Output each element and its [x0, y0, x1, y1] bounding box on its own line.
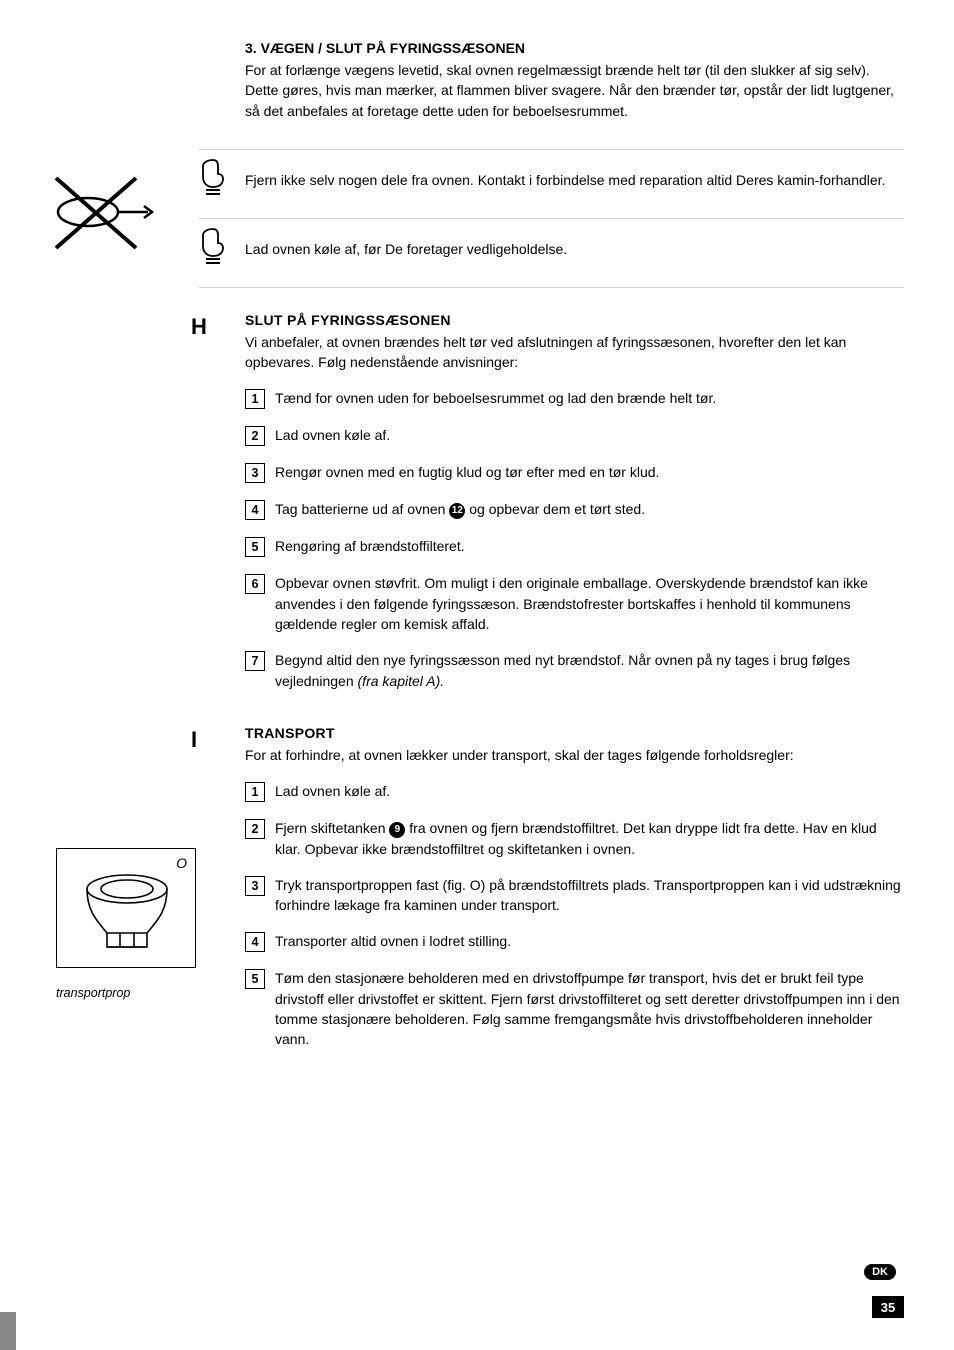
step-number: 2 — [245, 426, 265, 446]
section-letter-i: I — [191, 725, 245, 1066]
i-step-4: Transporter altid ovnen i lodret stillin… — [275, 931, 511, 952]
pointing-hand-icon — [199, 157, 227, 202]
no-disassemble-icon — [50, 168, 160, 263]
h-step-1: Tænd for ovnen uden for beboelsesrummet … — [275, 388, 716, 409]
transport-figure: O transportprop — [56, 848, 196, 1000]
step-number: 4 — [245, 500, 265, 520]
step-number: 6 — [245, 574, 265, 594]
step-number: 1 — [245, 389, 265, 409]
h4-post: og opbevar dem et tørt sted. — [465, 501, 645, 517]
divider — [199, 287, 904, 288]
i-step-2: Fjern skiftetanken 9 fra ovnen og fjern … — [275, 818, 904, 859]
i-step-5: Tøm den stasjonære beholderen med en dri… — [275, 968, 904, 1049]
i-step-1: Lad ovnen køle af. — [275, 781, 390, 802]
language-badge: DK — [864, 1264, 896, 1280]
binding-bar — [0, 1312, 16, 1350]
h7-ital: (fra kapitel A). — [358, 673, 445, 689]
step-number: 4 — [245, 932, 265, 952]
note-text-1: Fjern ikke selv nogen dele fra ovnen. Ko… — [245, 170, 885, 190]
page-number: 35 — [872, 1296, 904, 1318]
sectionH-intro: Vi anbefaler, at ovnen brændes helt tør … — [245, 332, 904, 373]
i-step-3: Tryk transportproppen fast (fig. O) på b… — [275, 875, 904, 916]
figure-caption: transportprop — [56, 986, 196, 1000]
h-step-4: Tag batterierne ud af ovnen 12 og opbeva… — [275, 499, 645, 520]
h-step-2: Lad ovnen køle af. — [275, 425, 390, 446]
step-number: 5 — [245, 537, 265, 557]
h-step-5: Rengøring af brændstoffilteret. — [275, 536, 465, 557]
i2-pre: Fjern skiftetanken — [275, 820, 389, 836]
section-letter-h: H — [191, 312, 245, 707]
h4-pre: Tag batterierne ud af ovnen — [275, 501, 449, 517]
step-number: 7 — [245, 651, 265, 671]
sectionI-title: TRANSPORT — [245, 725, 904, 741]
step-number: 5 — [245, 969, 265, 989]
sectionI-intro: For at forhindre, at ovnen lækker under … — [245, 745, 904, 765]
h-step-3: Rengør ovnen med en fugtig klud og tør e… — [275, 462, 659, 483]
step-number: 3 — [245, 876, 265, 896]
pointing-hand-icon — [199, 226, 227, 271]
divider — [199, 149, 904, 150]
step-number: 3 — [245, 463, 265, 483]
h-step-6: Opbevar ovnen støvfrit. Om muligt i den … — [275, 573, 904, 634]
ref-circle-icon: 9 — [389, 822, 405, 838]
step-number: 2 — [245, 819, 265, 839]
h-step-7: Begynd altid den nye fyringssæsson med n… — [275, 650, 904, 691]
note-text-2: Lad ovnen køle af, før De foretager vedl… — [245, 239, 567, 259]
section3-heading: 3. VÆGEN / SLUT PÅ FYRINGSSÆSONEN — [245, 40, 904, 56]
section3-body: For at forlænge vægens levetid, skal ovn… — [245, 60, 904, 121]
sectionH-title: SLUT PÅ FYRINGSSÆSONEN — [245, 312, 904, 328]
step-number: 1 — [245, 782, 265, 802]
ref-circle-icon: 12 — [449, 503, 465, 519]
divider — [199, 218, 904, 219]
